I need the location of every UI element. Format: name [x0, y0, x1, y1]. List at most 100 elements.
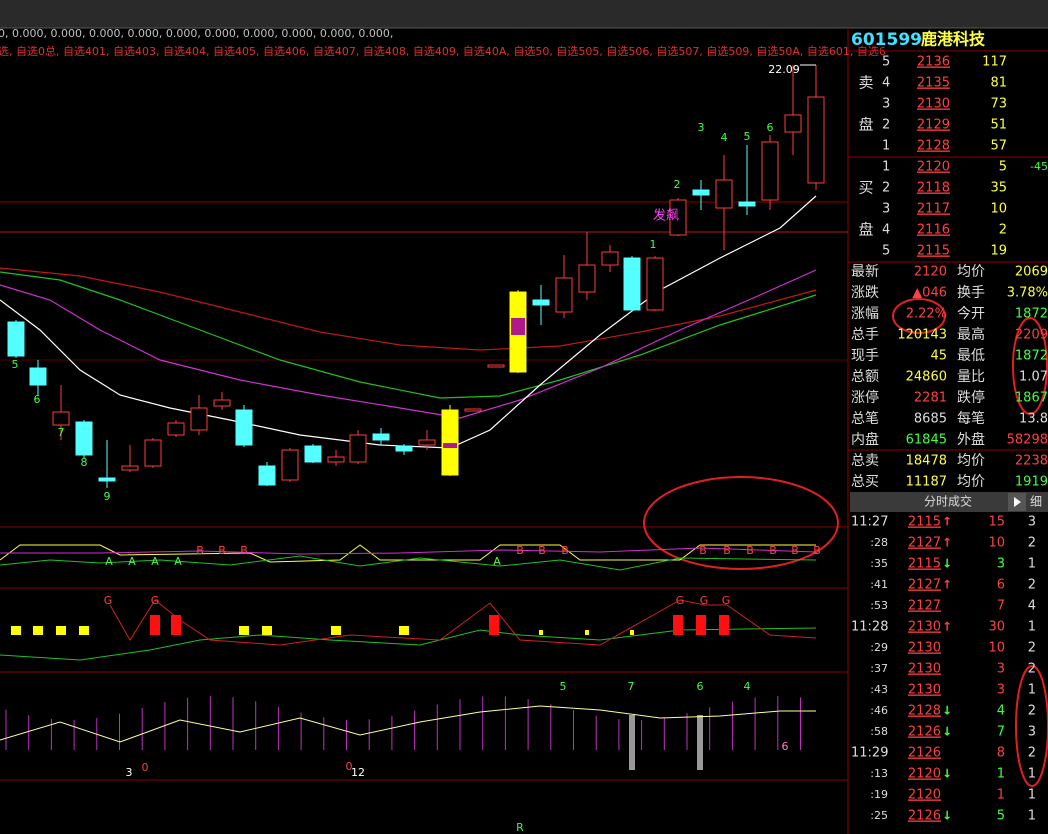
annotation-circle — [892, 298, 946, 334]
stat-label: 换手 — [957, 284, 985, 301]
tick-count: 1 — [1028, 788, 1036, 803]
volume-bar — [673, 615, 683, 635]
volume: 51 — [990, 118, 1007, 133]
chart-label: 3 — [126, 766, 133, 779]
tick-volume: 10 — [988, 641, 1005, 656]
signal-b: B — [791, 544, 799, 557]
stat-label: 总买 — [851, 474, 879, 490]
candle-body — [669, 199, 687, 236]
stat-value: 120143 — [897, 328, 947, 343]
volume-square — [56, 626, 66, 635]
tick-time: :29 — [870, 641, 888, 654]
stat-label: 总笔 — [851, 411, 879, 427]
candle-body — [578, 264, 596, 293]
stat-label: 涨幅 — [851, 306, 879, 322]
histogram-bar — [697, 715, 703, 770]
tick-price: 2120 — [908, 767, 941, 782]
tick-time: :58 — [870, 725, 888, 738]
stat-value: 1872 — [1015, 307, 1048, 322]
tick-price: 2130 — [908, 641, 941, 656]
candle-body — [692, 189, 710, 196]
volume-bar — [489, 615, 499, 635]
stat-value: 8685 — [914, 412, 947, 427]
volume: 73 — [990, 97, 1007, 112]
candle-body — [715, 179, 733, 209]
stat-label: 涨停 — [851, 389, 879, 406]
chart-label: 3 — [698, 121, 705, 134]
tick-time: :46 — [870, 704, 888, 717]
book-label: 买 — [858, 179, 873, 197]
tick-volume: 6 — [997, 578, 1005, 593]
signal-g: G — [700, 594, 709, 607]
level: 3 — [882, 202, 890, 217]
candle-mark — [443, 443, 457, 448]
stat-label: 总卖 — [851, 453, 879, 469]
tick-volume: 30 — [988, 620, 1005, 635]
candle-body — [75, 421, 93, 456]
volume-square — [33, 626, 43, 635]
stat-value: 45 — [930, 349, 947, 364]
tick-price: 2120 — [908, 788, 941, 803]
tick-arrow: ↑ — [942, 578, 952, 592]
volume-square — [79, 626, 89, 635]
stat-value: ▲046 — [912, 286, 947, 301]
stat-label: 最低 — [957, 348, 985, 364]
tick-volume: 15 — [988, 515, 1005, 530]
tick-price: 2128 — [908, 704, 941, 719]
signal-g: G — [104, 594, 113, 607]
tick-volume: 7 — [997, 599, 1005, 614]
annotation-circle — [1012, 317, 1048, 415]
volume: 57 — [990, 139, 1007, 154]
stat-label: 跌停 — [957, 389, 985, 406]
signal-b: B — [516, 544, 524, 557]
chart-label: R — [516, 821, 524, 834]
volume-square — [11, 626, 21, 635]
candle-body — [304, 445, 322, 463]
stat-value: 1867 — [1015, 391, 1048, 406]
candle-body — [372, 433, 390, 441]
volume: 117 — [982, 55, 1007, 70]
tick-arrow: ↓ — [942, 767, 952, 781]
stat-label: 量比 — [957, 369, 985, 385]
stat-value: 11187 — [906, 475, 947, 490]
tick-arrow: ↓ — [942, 704, 952, 718]
tab-detail[interactable]: 细 — [1030, 495, 1042, 509]
signal-g: G — [151, 594, 160, 607]
candle-body — [281, 449, 299, 481]
tick-count: 1 — [1028, 557, 1036, 572]
tick-price: 2130 — [908, 662, 941, 677]
volume-square — [331, 626, 341, 635]
volume-bar — [696, 615, 706, 635]
candle-mark — [511, 318, 525, 335]
signal-b: B — [699, 544, 707, 557]
level: 4 — [882, 76, 890, 91]
signal-b: B — [561, 544, 569, 557]
volume: 35 — [990, 181, 1007, 196]
signal-a: A — [493, 555, 501, 568]
signal-b: B — [218, 544, 226, 557]
indicator-line — [0, 555, 817, 571]
watchlist-tabs[interactable]: 选, 自选0总, 自选401, 自选403, 自选404, 自选405, 自选4… — [0, 44, 886, 58]
indicator-line — [109, 599, 817, 646]
tick-arrow: ↑ — [942, 536, 952, 550]
volume-square — [539, 630, 543, 635]
candle-body — [646, 257, 664, 311]
candle-body — [349, 434, 367, 463]
tab-title[interactable]: 分时成交 — [924, 494, 972, 509]
volume-square — [630, 630, 634, 635]
tick-count: 1 — [1028, 767, 1036, 782]
price: 2130 — [917, 97, 950, 112]
signal-b: B — [723, 544, 731, 557]
stat-label: 均价 — [957, 453, 985, 469]
stat-label: 最高 — [957, 326, 985, 343]
price: 2128 — [917, 139, 950, 154]
book-label: 卖 — [858, 74, 873, 92]
volume-bar — [150, 615, 160, 635]
indicator-line — [0, 544, 816, 563]
chart-label: 4 — [721, 131, 728, 144]
chart-label: 12 — [351, 766, 365, 779]
tick-time: :53 — [870, 599, 888, 612]
stat-label: 最新 — [851, 264, 879, 280]
signal-b: B — [746, 544, 754, 557]
chart-label: 0 — [346, 760, 353, 773]
